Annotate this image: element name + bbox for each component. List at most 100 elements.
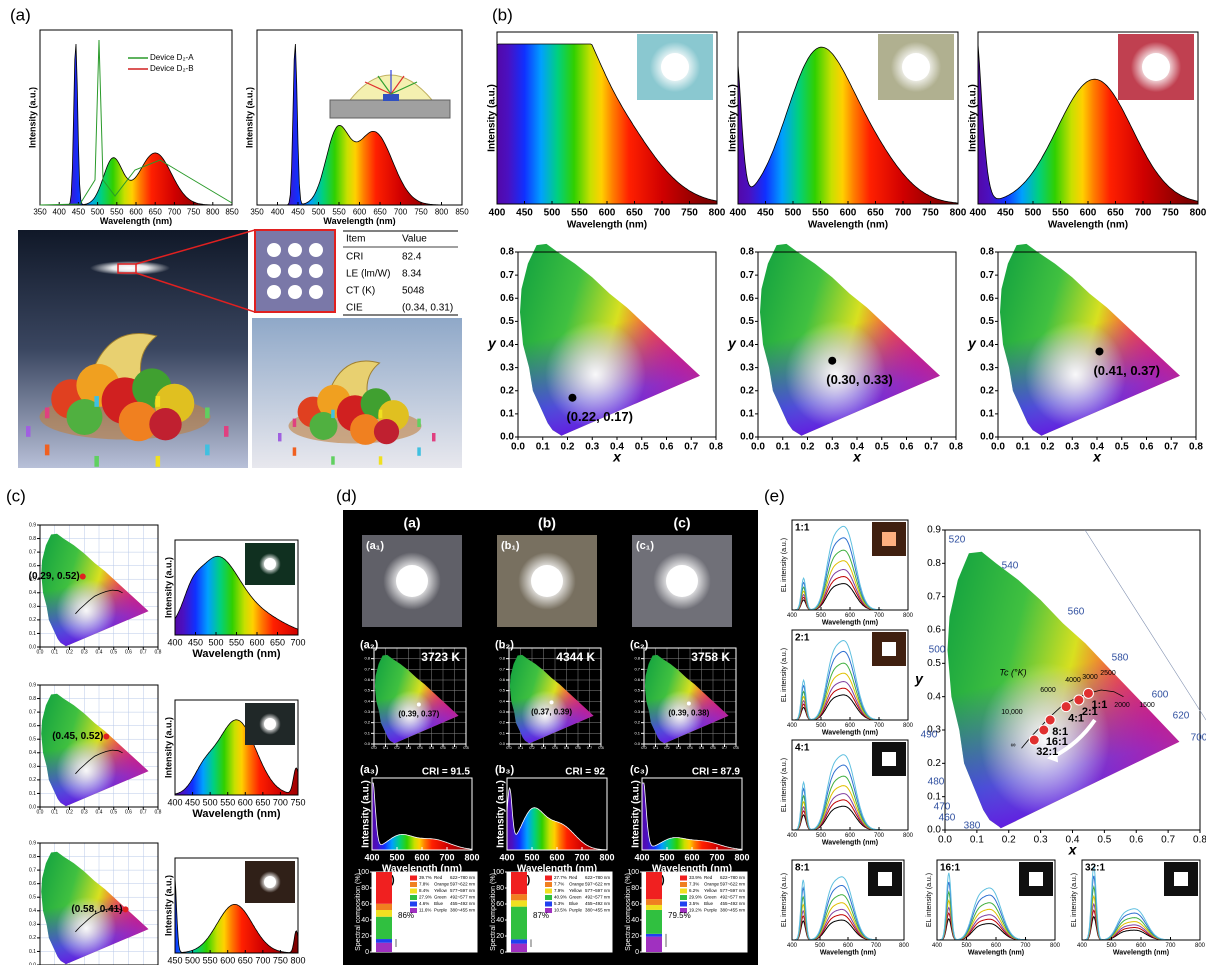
temperature-label: 3758 K [691,650,730,664]
composition-segment [376,917,392,939]
y-tick-label: 0.5 [364,688,370,693]
x-tick-label: 600 [840,208,857,219]
legend-swatch [545,902,552,907]
chromaticity-point [1074,695,1084,705]
y-tick-label: 0.8 [740,247,754,258]
x-tick-label: 0.4 [96,809,103,815]
x-tick-label: 600 [549,852,564,862]
temperature-label: 4344 K [556,650,595,664]
y-tick-label: 0.0 [499,741,505,746]
legend-range: 622~780 nm [585,875,610,880]
candle [331,410,335,418]
x-tick-label: 0.2 [1041,442,1055,453]
legend-range: 492~577 nm [720,895,745,900]
y-tick-label: 0.1 [500,409,514,420]
x-tick-label: 0.5 [699,745,705,750]
x-tick-label: 0.5 [564,745,570,750]
legend-label: Orange [434,882,450,887]
table-cell: LE (lm/W) [346,269,390,280]
chromaticity-point [417,703,421,707]
x-tick-label: 800 [1050,943,1061,949]
wavelength-label: 490 [921,730,938,741]
x-tick-label: 700 [255,955,270,965]
x-tick-label: 450 [188,637,203,647]
legend-label: Device D₂-B [150,64,194,73]
y-axis-label: Intensity (a.u.) [27,87,37,148]
x-tick-label: 450 [757,208,774,219]
y-tick-label: 0.2 [740,385,754,396]
y-tick-label: 0.5 [500,316,514,327]
x-tick-label: 400 [787,613,798,619]
x-tick-label: 0.5 [110,649,117,655]
y-tick-label: 0.1 [364,730,370,735]
y-tick-label: 0.8 [499,656,505,661]
total-label: 79.5% [668,911,691,920]
light-source [1142,53,1170,81]
composition-segment [376,910,392,917]
x-tick-label: 500 [816,723,827,729]
spectrum-line [792,903,904,940]
legend-swatch [680,882,687,887]
composition-segment [376,943,392,952]
x-tick-label: 600 [845,833,856,839]
x-axis-label: x [1068,842,1078,858]
y-tick-label: 0.2 [980,385,994,396]
x-tick-label: 0.5 [635,442,649,453]
x-tick-label: 750 [290,797,305,807]
y-tick-label: 0.0 [29,644,36,650]
x-tick-label: 0.1 [776,442,790,453]
candle [45,445,50,456]
y-tick-label: 0.1 [29,631,36,637]
wavelength-label: 580 [1112,653,1129,664]
candle [26,426,31,437]
y-tick-label: 0.2 [500,385,514,396]
x-tick-label: 350 [250,207,264,216]
x-tick-label: 650 [238,955,253,965]
legend-range: 622~780 nm [720,875,745,880]
table-cell: CRI [346,252,363,263]
legend-range: 577~597 nm [450,888,475,893]
light-source [1174,872,1188,886]
ratio-label: 4:1 [1068,713,1084,725]
x-tick-label: 800 [206,207,220,216]
y-tick-label: 0.6 [29,723,36,729]
candle [156,456,161,467]
spectrum-line [792,695,908,720]
y-tick-label: 0.3 [29,764,36,770]
x-tick-label: 800 [950,208,967,219]
x-tick-label: 0.7 [140,649,147,655]
x-tick-label: 400 [634,852,649,862]
x-tick-label: 0.0 [37,809,44,815]
y-tick-label: 40 [631,917,639,924]
x-tick-label: 700 [290,637,305,647]
light-source [264,718,276,730]
chromaticity-point [568,394,576,402]
x-tick-label: 0.2 [801,442,815,453]
panel-label: (d) [336,486,357,505]
y-axis-label: Intensity (a.u.) [163,717,173,778]
y-tick-label: 0.2 [29,935,36,941]
composition-segment [511,872,527,894]
y-axis-label: Intensity (a.u.) [968,84,979,152]
y-axis-label: EL intensity (a.u.) [926,873,933,927]
legend-range: 455~492 nm [585,901,610,906]
composition-segment [646,899,662,905]
x-tick-label: 0.2 [664,745,670,750]
x-tick-label: 500 [389,852,404,862]
y-tick-label: 0.5 [29,895,36,901]
legend-label: Purple [434,908,448,913]
legend-swatch [545,876,552,881]
x-tick-label: 0.8 [949,442,963,453]
x-tick-label: 0.3 [1065,442,1079,453]
chromaticity-point [1045,715,1055,725]
table-cell: 5048 [402,286,425,297]
x-tick-label: 700 [654,208,671,219]
legend-label: Yellow [569,888,583,893]
chromaticity-point [1039,725,1049,735]
y-tick-label: 0.8 [29,696,36,702]
legend-swatch [410,895,417,900]
x-tick-label: 0.0 [938,835,952,846]
candle [417,447,421,455]
legend-range: 622~780 nm [450,875,475,880]
x-tick-label: 450 [516,208,533,219]
